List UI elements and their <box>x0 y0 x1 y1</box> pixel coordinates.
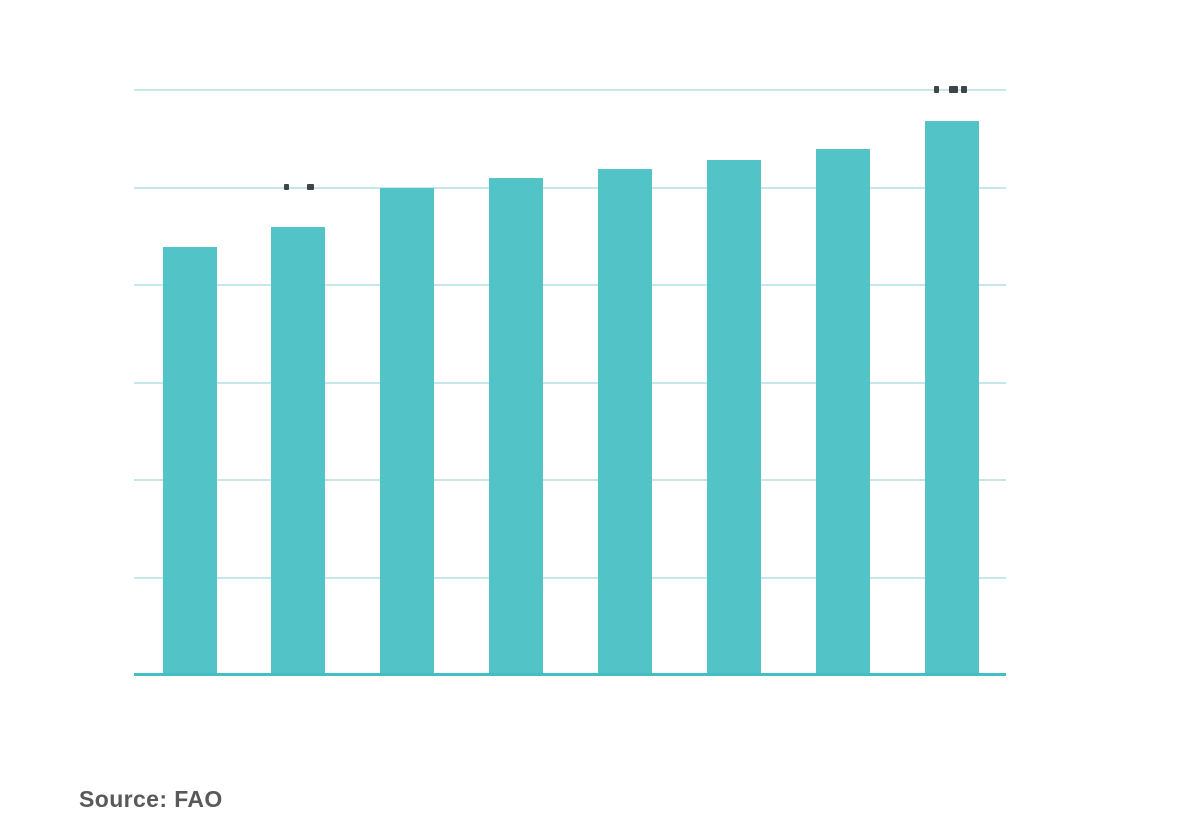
bar <box>271 227 325 673</box>
data-label-fragment <box>961 86 967 93</box>
data-label-fragment <box>307 184 314 190</box>
gridline <box>134 186 1006 189</box>
bar <box>163 247 217 673</box>
bar <box>925 121 979 673</box>
gridline <box>134 89 1006 91</box>
data-label-fragment <box>284 184 289 190</box>
bar <box>816 149 870 673</box>
data-label-fragment <box>949 86 958 93</box>
bar <box>707 160 761 673</box>
bar <box>380 188 434 673</box>
x-axis-line <box>134 673 1006 676</box>
bar <box>489 178 543 673</box>
bar <box>598 169 652 673</box>
gridline <box>134 381 1006 384</box>
data-label-fragment <box>934 86 939 93</box>
gridline <box>134 479 1006 481</box>
gridline <box>134 284 1006 286</box>
gridline <box>134 576 1006 579</box>
source-note: Source: FAO <box>79 786 223 812</box>
